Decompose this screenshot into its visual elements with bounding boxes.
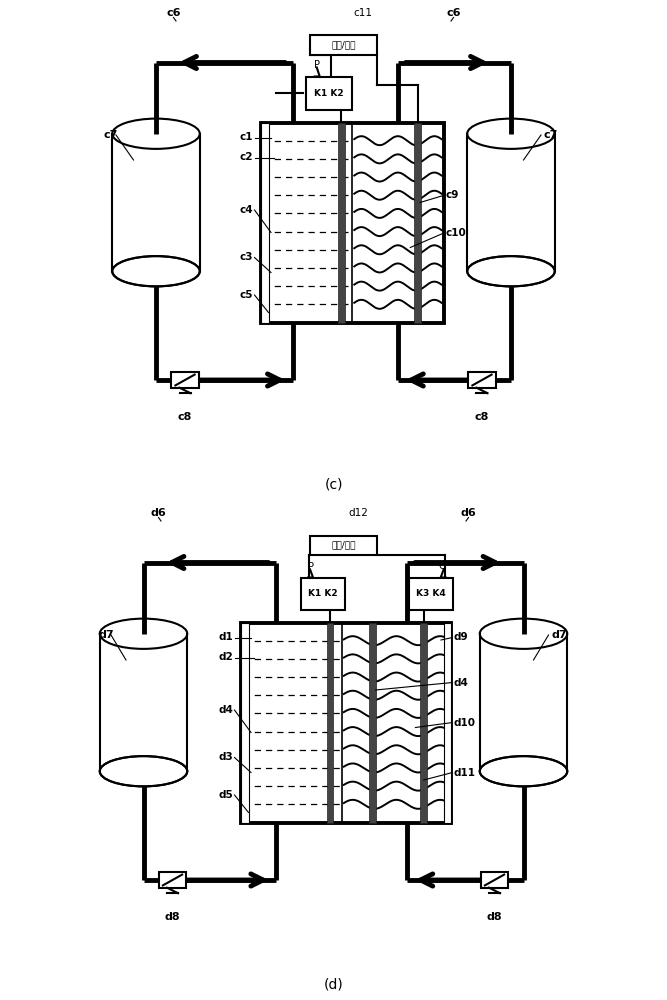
Bar [444, 622, 451, 822]
Text: d7: d7 [99, 630, 114, 640]
Bar [261, 122, 444, 322]
Text: d7: d7 [551, 630, 567, 640]
Bar [171, 372, 199, 388]
Ellipse shape [480, 756, 567, 786]
Text: 偏压/负载: 偏压/负载 [331, 40, 356, 49]
Text: K1 K2: K1 K2 [308, 589, 338, 598]
Bar [468, 372, 496, 388]
Ellipse shape [468, 256, 555, 286]
Text: c7: c7 [103, 130, 118, 140]
Bar [409, 578, 453, 610]
Text: d11: d11 [454, 768, 476, 778]
Bar [420, 622, 427, 822]
Bar [369, 622, 376, 822]
Text: c2: c2 [240, 152, 253, 162]
Bar [309, 35, 378, 54]
Text: c9: c9 [446, 190, 460, 200]
Text: d8: d8 [165, 912, 180, 922]
Text: d6: d6 [151, 508, 166, 518]
Text: P: P [308, 562, 314, 572]
Text: d3: d3 [219, 752, 233, 762]
Text: d12: d12 [348, 507, 368, 518]
Ellipse shape [100, 756, 187, 786]
Text: c3: c3 [240, 252, 253, 262]
Text: c5: c5 [240, 290, 253, 300]
Bar [327, 622, 334, 822]
Text: d9: d9 [454, 633, 468, 643]
Text: d8: d8 [487, 912, 502, 922]
Bar [481, 872, 508, 888]
Text: d10: d10 [454, 718, 476, 728]
Text: c1: c1 [240, 132, 253, 142]
Text: d4: d4 [219, 705, 233, 715]
Bar [261, 122, 269, 322]
Bar [338, 122, 345, 322]
Bar [309, 536, 378, 554]
Text: K3 K4: K3 K4 [416, 589, 446, 598]
Text: c6: c6 [446, 7, 461, 17]
Text: c7: c7 [544, 130, 558, 140]
Text: c10: c10 [446, 228, 467, 237]
Text: c6: c6 [166, 7, 181, 17]
Bar [159, 872, 186, 888]
Text: c8: c8 [178, 412, 192, 422]
Bar [241, 622, 249, 822]
Text: 偏压/负载: 偏压/负载 [331, 540, 356, 550]
Bar [241, 622, 451, 822]
Text: (d): (d) [323, 978, 344, 992]
Text: d2: d2 [219, 652, 233, 662]
Text: (c): (c) [324, 478, 343, 492]
Text: P: P [313, 60, 319, 70]
Text: d4: d4 [454, 678, 468, 688]
Text: c8: c8 [475, 412, 489, 422]
Bar [414, 122, 421, 322]
Text: d6: d6 [461, 508, 476, 518]
Text: Q: Q [439, 562, 446, 572]
Ellipse shape [112, 256, 199, 286]
Bar [305, 77, 352, 110]
Bar [301, 578, 345, 610]
Text: d1: d1 [219, 633, 233, 643]
Text: d5: d5 [219, 790, 233, 800]
Text: c11: c11 [354, 7, 372, 17]
Text: c4: c4 [240, 205, 253, 215]
Text: K1 K2: K1 K2 [314, 89, 344, 98]
